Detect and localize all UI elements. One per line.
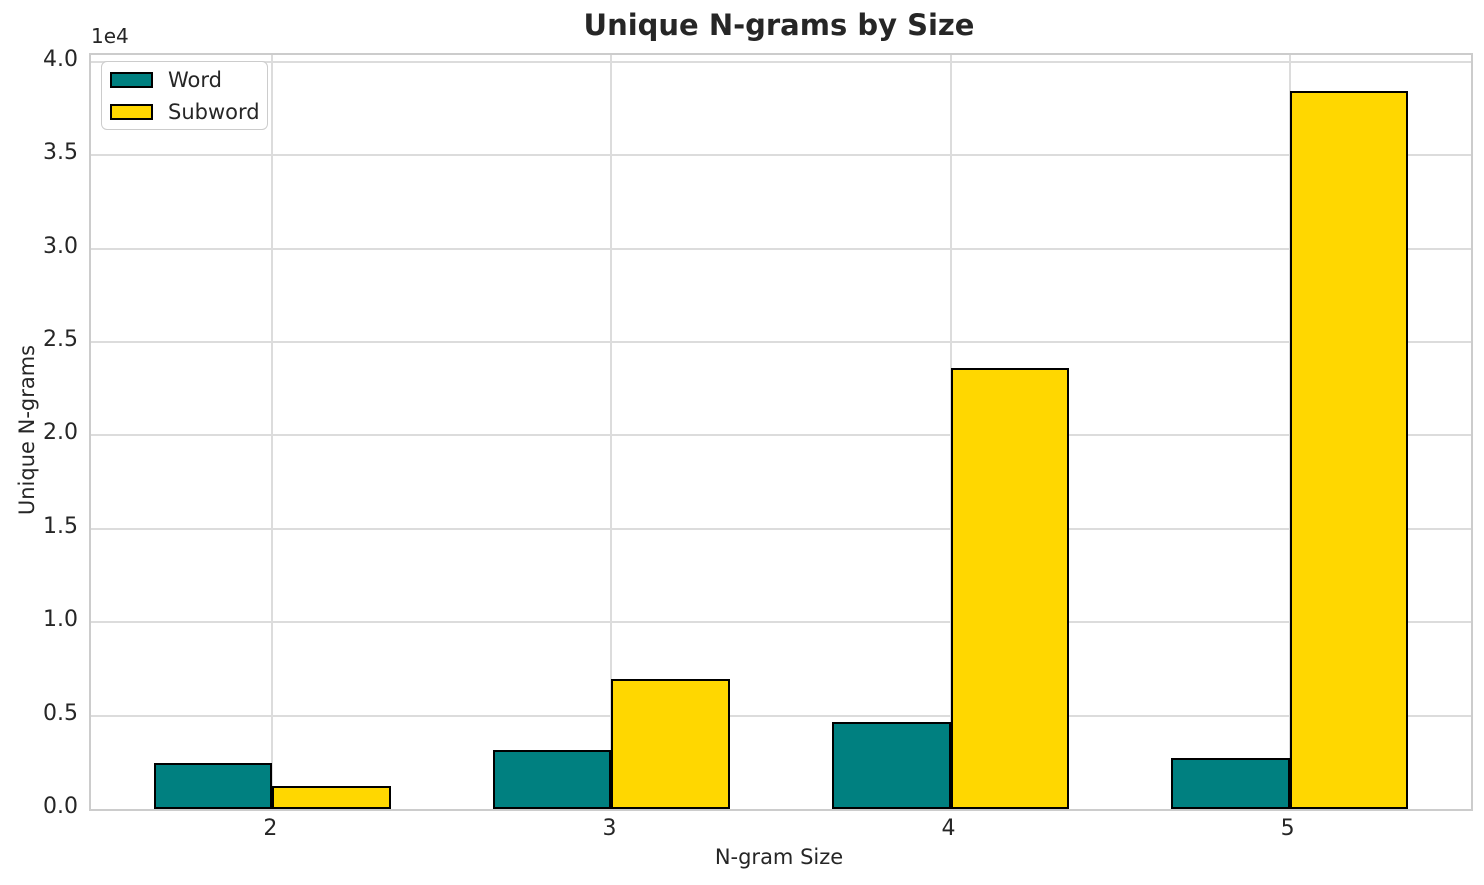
x-tick-label: 2 [263,816,278,841]
y-tick-label: 2.5 [43,327,78,353]
y-axis-offset-label: 1e4 [91,24,129,48]
x-tick-label: 5 [1280,816,1295,841]
gridline-horizontal [91,60,1471,63]
gridline-horizontal [91,341,1471,344]
bar-word-3 [492,749,612,809]
y-tick-label: 0.0 [43,794,78,819]
subword-swatch [110,103,153,120]
bar-word-4 [831,722,951,809]
gridline-vertical [271,55,274,809]
x-tick-label: 3 [602,816,617,841]
plot-area [89,53,1473,811]
chart-title: Unique N-grams by Size [583,8,975,42]
y-tick-label: 4.0 [43,46,78,72]
gridline-horizontal [91,154,1471,157]
bar-subword-3 [611,679,731,809]
bar-subword-4 [950,368,1070,809]
gridline-horizontal [91,247,1471,250]
y-tick-label: 0.5 [43,700,78,726]
x-tick-label: 4 [941,816,956,841]
gridline-horizontal [91,527,1471,530]
x-axis-label: N-gram Size [714,845,844,869]
y-tick-label: 1.0 [43,607,78,633]
bar-word-5 [1170,757,1290,809]
y-tick-label: 3.0 [43,233,78,259]
legend: Word Subword [101,61,268,130]
gridline-horizontal [91,434,1471,437]
gridline-horizontal [91,621,1471,624]
gridline-horizontal [91,714,1471,717]
y-tick-label: 3.5 [43,140,78,166]
gridline-vertical [610,55,613,809]
word-swatch [110,71,153,88]
legend-item-word: Word [110,68,267,92]
legend-label-subword: Subword [168,99,260,124]
legend-label-word: Word [168,67,222,92]
bar-word-2 [153,763,273,809]
y-tick-label: 2.0 [43,420,78,446]
y-tick-label: 1.5 [43,513,78,539]
legend-item-subword: Subword [110,100,267,124]
bar-subword-2 [272,785,392,809]
bar-subword-5 [1289,90,1409,809]
